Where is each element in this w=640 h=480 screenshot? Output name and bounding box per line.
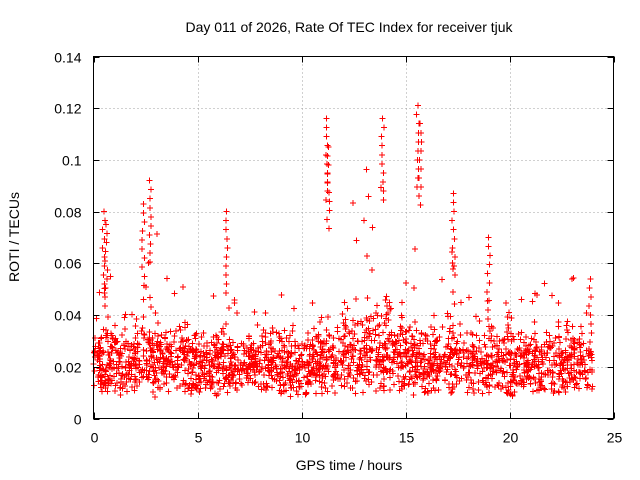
x-axis-label: GPS time / hours [296, 457, 403, 473]
y-axis-label: ROTI / TECUs [6, 192, 22, 282]
y-tick-label: 0.14 [54, 50, 81, 66]
x-tick-label: 10 [295, 430, 311, 446]
y-tick-label: 0 [74, 412, 82, 428]
y-tick-label: 0.06 [54, 256, 81, 272]
data-points [90, 102, 596, 401]
plot-frame [93, 56, 614, 419]
roti-points [90, 102, 596, 401]
y-tick-label: 0.12 [54, 101, 81, 117]
axis-ticks [93, 56, 615, 420]
x-tick-label: 20 [503, 430, 519, 446]
y-tick-label: 0.02 [54, 360, 81, 376]
grid-lines [93, 56, 614, 419]
x-tick-label: 15 [399, 430, 415, 446]
y-tick-label: 0.08 [54, 205, 81, 221]
chart-title: Day 011 of 2026, Rate Of TEC Index for r… [185, 19, 513, 35]
y-tick-labels: 0 0.02 0.04 0.06 0.08 0.1 0.12 0.14 [54, 50, 81, 428]
x-tick-label: 5 [195, 430, 203, 446]
x-tick-labels: 0 5 10 15 20 25 [91, 430, 623, 446]
x-tick-label: 25 [607, 430, 623, 446]
y-tick-label: 0.04 [54, 308, 81, 324]
y-tick-label: 0.1 [62, 153, 82, 169]
x-tick-label: 0 [91, 430, 99, 446]
